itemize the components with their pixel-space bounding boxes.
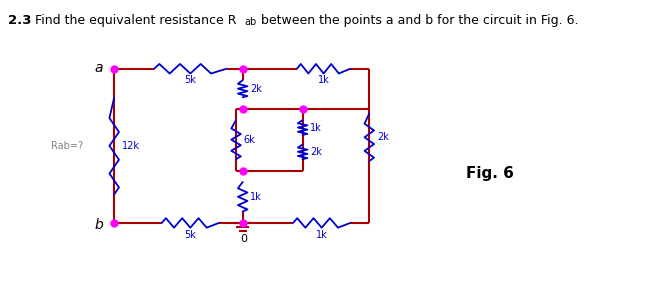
Text: 5k: 5k <box>184 76 196 86</box>
Text: 1k: 1k <box>310 123 322 133</box>
Text: a: a <box>94 61 103 75</box>
Text: Fig. 6: Fig. 6 <box>466 166 514 181</box>
Text: 6k: 6k <box>244 135 255 145</box>
Text: between the points a and b for the circuit in Fig. 6.: between the points a and b for the circu… <box>257 14 579 27</box>
Text: 2k: 2k <box>377 132 389 142</box>
Text: 2.3: 2.3 <box>8 14 31 27</box>
Text: b: b <box>94 218 103 232</box>
Text: 2k: 2k <box>250 84 262 94</box>
Text: 1k: 1k <box>318 76 330 86</box>
Text: Find the equivalent resistance R: Find the equivalent resistance R <box>35 14 237 27</box>
Text: 1k: 1k <box>316 230 328 240</box>
Text: Rab=?: Rab=? <box>50 141 83 151</box>
Text: 1k: 1k <box>250 192 262 202</box>
Text: 12k: 12k <box>122 141 140 151</box>
Text: 2k: 2k <box>310 147 322 157</box>
Text: ab: ab <box>244 17 257 27</box>
Text: 5k: 5k <box>184 230 196 240</box>
Text: 0: 0 <box>240 234 247 244</box>
